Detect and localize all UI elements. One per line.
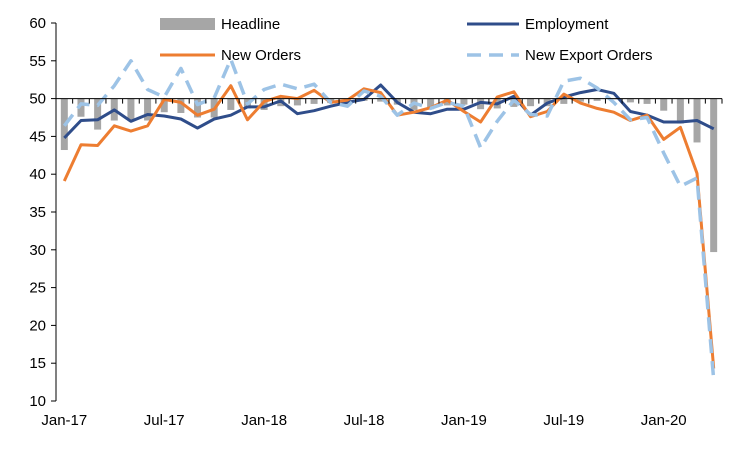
headline-bar — [576, 98, 584, 102]
x-tick-label: Jul-18 — [344, 412, 385, 429]
headline-bar — [443, 98, 451, 106]
headline-bar — [560, 98, 568, 104]
y-tick-label: 40 — [29, 166, 46, 183]
x-tick-label: Jan-19 — [441, 412, 487, 429]
employment-line — [63, 83, 715, 139]
headline-bars — [60, 98, 718, 253]
legend-swatch-headline — [160, 18, 215, 30]
y-tick-label: 25 — [29, 280, 46, 297]
headline-bar — [626, 98, 634, 103]
x-tick-label: Jan-20 — [641, 412, 687, 429]
headline-bar — [676, 98, 684, 124]
legend-label-new-export-orders: New Export Orders — [525, 47, 653, 64]
headline-bar — [427, 98, 435, 110]
y-tick-label: 45 — [29, 128, 46, 145]
headline-bar — [160, 98, 168, 113]
y-tick-label: 55 — [29, 53, 46, 70]
y-tick-label: 10 — [29, 393, 46, 410]
legend-label-headline: Headline — [221, 16, 280, 33]
x-tick-label: Jan-18 — [241, 412, 287, 429]
y-tick-label: 60 — [29, 15, 46, 32]
headline-bar — [593, 98, 601, 101]
headline-bar — [310, 98, 318, 104]
new-orders-line — [62, 84, 716, 369]
headline-bar — [260, 98, 268, 110]
headline-bar — [377, 98, 385, 102]
headline-bar — [460, 98, 468, 105]
legend-label-employment: Employment — [525, 16, 609, 33]
y-tick-label: 35 — [29, 204, 46, 221]
headline-bar — [144, 98, 152, 121]
y-tick-label: 15 — [29, 355, 46, 372]
chart-axes: 10 15 20 25 30 35 40 45 50 55 60 Jan-17 Jul-17 Jan-18… — [29, 15, 723, 429]
x-tick-label: Jan-17 — [41, 412, 87, 429]
headline-bar — [127, 98, 135, 120]
y-tick-label: 20 — [29, 317, 46, 334]
headline-bar — [660, 98, 668, 111]
x-tick-label: Jul-19 — [543, 412, 584, 429]
headline-bar — [94, 98, 102, 130]
headline-bar — [710, 98, 718, 253]
headline-bar — [77, 98, 85, 117]
headline-bar — [177, 98, 185, 113]
headline-bar — [643, 98, 651, 104]
headline-bar — [527, 98, 535, 107]
headline-bar — [194, 98, 202, 118]
legend-label-new-orders: New Orders — [221, 47, 301, 64]
y-tick-label: 30 — [29, 242, 46, 259]
y-tick-label: 50 — [29, 91, 46, 108]
x-tick-label: Jul-17 — [144, 412, 185, 429]
chart-legend: Headline Employment New Orders New Export O… — [160, 16, 653, 64]
headline-bar — [293, 98, 301, 106]
headline-bar — [227, 98, 235, 110]
